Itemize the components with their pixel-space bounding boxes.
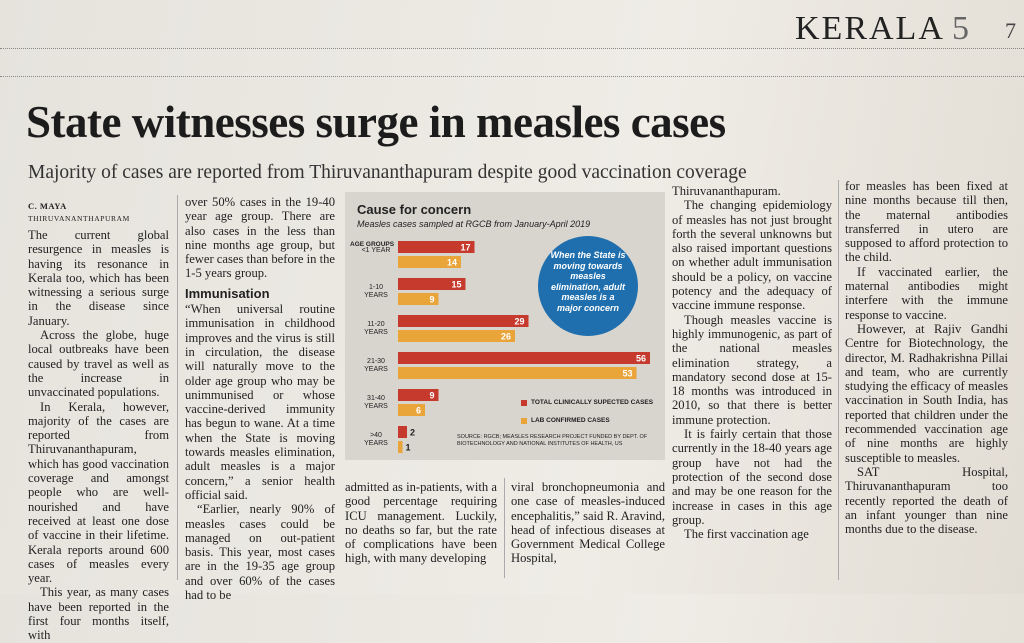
bar: [398, 256, 461, 268]
column: for measles has been fixed at nine month…: [845, 179, 1008, 536]
paragraph: “Earlier, nearly 90% of measles cases co…: [185, 502, 335, 603]
bar: [398, 330, 515, 342]
value-label: 17: [460, 243, 470, 253]
bar: [398, 352, 650, 364]
paragraph: The current global resurgence in measles…: [28, 228, 169, 328]
legend-label: LAB CONFIRMED CASES: [531, 417, 610, 424]
column: viral bronchopneumonia and one case of m…: [511, 480, 665, 566]
paragraph: “When universal routine immunisation in …: [185, 302, 335, 502]
value-label: 14: [447, 258, 457, 268]
section: KERALA: [795, 10, 945, 47]
category-text: 31-40 YEARS: [364, 395, 388, 410]
paragraph: Though measles vaccine is highly immunog…: [672, 312, 832, 427]
paragraph: However, at Rajiv Gandhi Centre for Biot…: [845, 321, 1008, 465]
rule: [0, 76, 1024, 77]
value-label: 6: [416, 406, 421, 416]
category-text: <1 YEAR: [361, 247, 391, 254]
value-label: 15: [451, 280, 461, 290]
paragraph: viral bronchopneumonia and one case of m…: [511, 480, 665, 566]
byline: C. MAYA: [28, 201, 67, 211]
headline: State witnesses surge in measles cases: [26, 97, 726, 147]
bar: [398, 241, 475, 253]
bar: [398, 404, 425, 416]
subheadline: Majority of cases are reported from Thir…: [28, 162, 747, 183]
bar: [398, 278, 466, 290]
page-edge: 7: [1005, 18, 1016, 43]
value-label: 2: [410, 428, 415, 438]
paragraph: This year, as many cases have been repor…: [28, 585, 169, 643]
page-number: 5: [952, 10, 969, 47]
rule: [0, 48, 1024, 49]
chart-title: Cause for concern: [357, 202, 472, 217]
value-label: 9: [429, 295, 434, 305]
category-label: >40 YEARS: [349, 432, 391, 448]
category-label: <1 YEAR: [349, 247, 391, 255]
column-rule: [504, 478, 505, 578]
bar: [398, 293, 439, 305]
paragraph: SAT Hospital, Thiruvananthapuram too rec…: [845, 464, 1008, 537]
legend-swatch: [521, 418, 527, 424]
axis-label: AGE GROUPS: [350, 241, 395, 248]
value-label: 53: [622, 369, 632, 379]
column: Thiruvananthapuram. The changing epidemio…: [672, 184, 832, 541]
column: admitted as in-patients, with a good per…: [345, 480, 497, 566]
source: SOURCE: RGCB; MEASLES RESEARCH PROJECT F…: [457, 434, 648, 447]
paragraph: Thiruvananthapuram.: [672, 184, 781, 198]
bar: [398, 367, 637, 379]
section-heading: Immunisation: [185, 285, 270, 301]
legend-label: TOTAL CLINICALLY SUPECTED CASES: [531, 399, 654, 406]
value-label: 1: [406, 443, 411, 453]
value-label: 56: [636, 354, 646, 364]
category-text: 21-30 YEARS: [364, 358, 388, 373]
legend-swatch: [521, 400, 527, 406]
callout-circle: [538, 236, 638, 336]
paragraph: It is fairly certain that those currentl…: [672, 427, 832, 527]
category-text: 1-10 YEARS: [364, 284, 388, 299]
category-label: 11-20 YEARS: [349, 321, 391, 337]
paragraph: If vaccinated earlier, the maternal anti…: [845, 264, 1008, 322]
category-label: 31-40 YEARS: [349, 395, 391, 411]
value-label: 9: [429, 391, 434, 401]
paragraph: over 50% cases in the 19-40 year age gro…: [185, 195, 335, 281]
category-label: 21-30 YEARS: [349, 358, 391, 374]
chart: 17 14 15 9 29 26 56 53 9 6 2 1 Cause for concern Me…: [345, 192, 665, 460]
bar: [398, 389, 439, 401]
column-rule: [838, 180, 839, 580]
bar: [398, 426, 407, 438]
value-label: 26: [501, 332, 511, 342]
column: The current global resurgence in measles…: [28, 228, 169, 643]
paragraph: The changing epidemiology of measles has…: [672, 198, 832, 313]
paragraph: for measles has been fixed at nine month…: [845, 179, 1008, 265]
paragraph: Across the globe, huge local outbreaks h…: [28, 328, 169, 400]
paragraph: admitted as in-patients, with a good per…: [345, 480, 497, 566]
category-label: 1-10 YEARS: [349, 284, 391, 300]
value-label: 29: [514, 317, 524, 327]
dateline: THIRUVANANTHAPURAM: [28, 214, 130, 223]
column-rule: [177, 195, 178, 580]
category-text: >40 YEARS: [364, 432, 388, 447]
bar: [398, 441, 403, 453]
category-text: 11-20 YEARS: [364, 321, 388, 336]
callout: When the State is moving towards measles…: [550, 250, 626, 313]
chart-subtitle: Measles cases sampled at RGCB from Janua…: [357, 219, 591, 229]
column: over 50% cases in the 19-40 year age gro…: [185, 195, 335, 602]
bar: [398, 315, 529, 327]
paragraph: In Kerala, however, majority of the case…: [28, 399, 169, 586]
paragraph: The first vaccination age: [684, 527, 809, 542]
